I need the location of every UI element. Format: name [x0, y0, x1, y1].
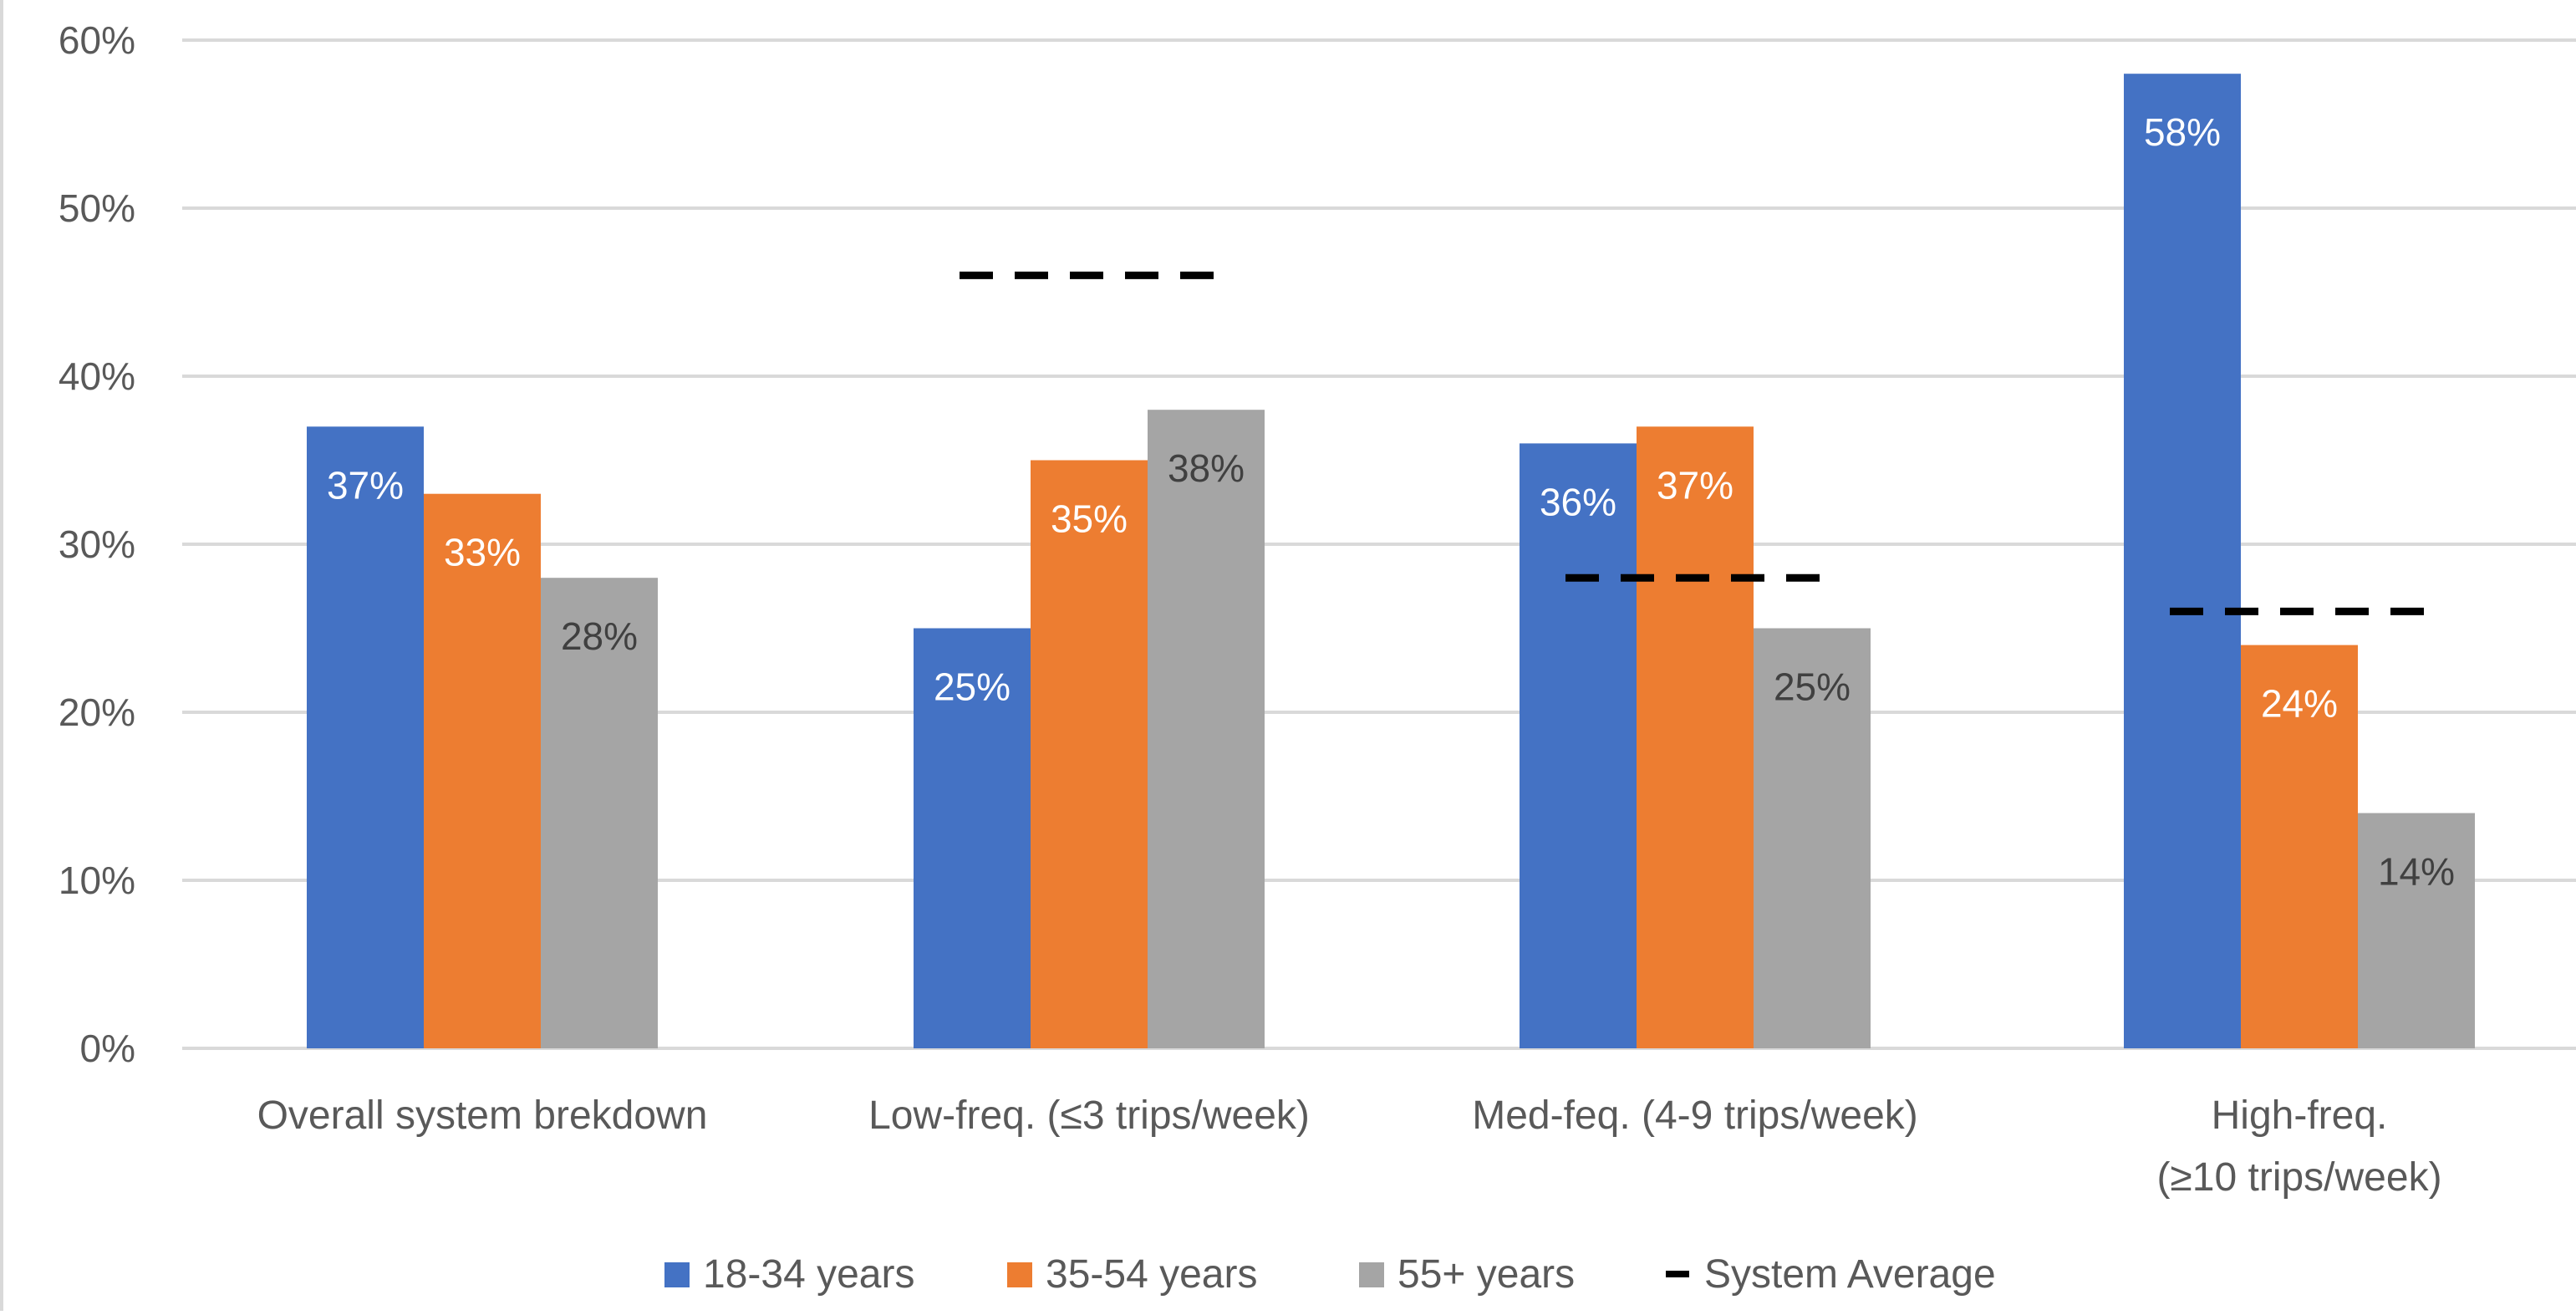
bar [2124, 74, 2241, 1049]
category-label: Overall system brekdown [257, 1093, 708, 1138]
bar [1520, 443, 1637, 1048]
legend-label: 35-54 years [1046, 1252, 1257, 1297]
y-tick-label: 10% [59, 859, 135, 902]
bar [1754, 628, 1871, 1048]
category-label: Med-feq. (4-9 trips/week) [1472, 1093, 1918, 1138]
bar [424, 493, 541, 1048]
data-label: 25% [1774, 665, 1851, 709]
bar [2358, 813, 2475, 1048]
data-label: 38% [1168, 446, 1245, 490]
data-label: 14% [2378, 850, 2455, 894]
data-label: 37% [1657, 463, 1733, 507]
y-tick-label: 50% [59, 186, 135, 230]
legend-label: 55+ years [1397, 1252, 1575, 1297]
legend-label: 18-34 years [703, 1252, 914, 1297]
bar [541, 578, 658, 1048]
data-label: 25% [934, 665, 1011, 709]
data-label: 35% [1051, 497, 1128, 541]
legend-swatch [664, 1262, 690, 1287]
y-tick-label: 30% [59, 522, 135, 566]
category-label: Low-freq. (≤3 trips/week) [868, 1093, 1310, 1138]
bar [914, 628, 1031, 1048]
data-label: 33% [444, 531, 521, 574]
data-label: 24% [2261, 682, 2338, 726]
y-tick-label: 0% [80, 1027, 135, 1070]
legend-label: System Average [1704, 1252, 1996, 1297]
category-label: High-freq. [2212, 1093, 2388, 1138]
legend-swatch [1007, 1262, 1032, 1287]
y-tick-label: 40% [59, 354, 135, 398]
bar [2241, 645, 2358, 1048]
data-label: 58% [2144, 110, 2221, 154]
data-label: 36% [1540, 480, 1616, 523]
data-label: 37% [327, 463, 404, 507]
bar [1031, 460, 1148, 1048]
y-tick-label: 60% [59, 18, 135, 62]
bar [1637, 426, 1754, 1048]
bar [1148, 410, 1265, 1048]
y-tick-label: 20% [59, 691, 135, 734]
bar [307, 426, 424, 1048]
category-label: (≥10 trips/week) [2156, 1155, 2441, 1200]
legend-swatch [1359, 1262, 1384, 1287]
chart-frame-left-border [0, 0, 3, 1311]
data-label: 28% [561, 614, 638, 658]
